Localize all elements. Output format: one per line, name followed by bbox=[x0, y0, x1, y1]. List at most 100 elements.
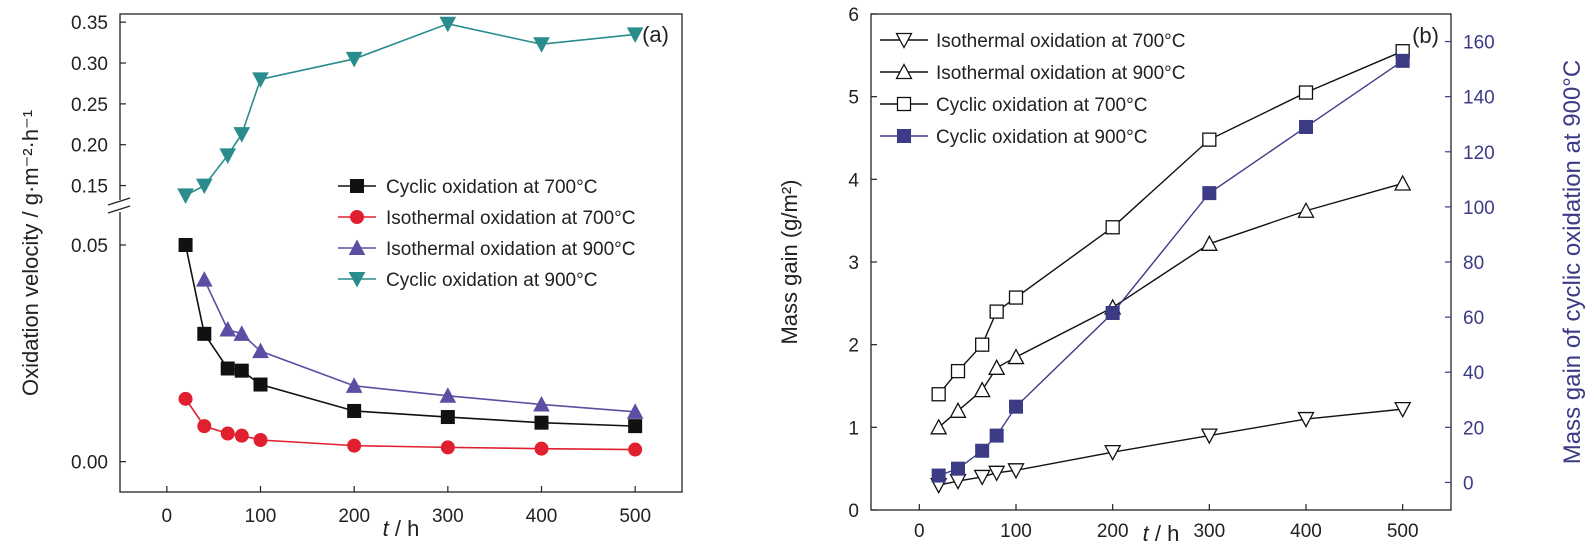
panel-a: 0 100 200 300 400 500 0.15 0.20 0.25 0.30 0.35 0.00… bbox=[18, 13, 683, 541]
data-point bbox=[440, 410, 455, 425]
data-point bbox=[177, 188, 194, 204]
series-line bbox=[938, 408, 1403, 486]
series-2 bbox=[931, 44, 1410, 402]
axis-break-mark bbox=[107, 205, 131, 214]
data-point bbox=[950, 363, 966, 379]
y-tick-label: 6 bbox=[848, 5, 859, 26]
data-point bbox=[197, 419, 212, 434]
y-tick-label: 0.05 bbox=[71, 236, 108, 257]
data-point bbox=[1200, 428, 1218, 445]
data-point bbox=[1007, 348, 1025, 365]
series-line bbox=[938, 182, 1403, 428]
data-point bbox=[988, 358, 1006, 375]
data-point bbox=[234, 428, 249, 443]
y-tick-label: 5 bbox=[848, 88, 859, 109]
series-line bbox=[938, 60, 1404, 477]
x-tick-label: 500 bbox=[1387, 521, 1419, 542]
data-point bbox=[533, 37, 550, 53]
data-point bbox=[347, 403, 362, 418]
data-point bbox=[534, 415, 549, 430]
data-point bbox=[178, 391, 193, 406]
y-tick-label: 3 bbox=[848, 253, 859, 274]
data-point bbox=[1298, 85, 1314, 100]
data-point bbox=[195, 178, 213, 195]
series-line bbox=[203, 279, 636, 413]
legend-marker bbox=[350, 210, 364, 224]
data-point bbox=[989, 428, 1004, 443]
x-tick-label: 200 bbox=[1097, 521, 1129, 542]
legend-label: Cyclic oxidation at 700°C bbox=[386, 177, 597, 198]
data-point bbox=[533, 395, 550, 412]
legend-label: Isothermal oxidation at 900°C bbox=[386, 239, 635, 260]
series-1 bbox=[178, 391, 643, 457]
data-point bbox=[1394, 401, 1412, 419]
legend-marker bbox=[897, 129, 911, 143]
legend-label: Cyclic oxidation at 900°C bbox=[936, 127, 1147, 148]
x-tick-label: 400 bbox=[1290, 521, 1322, 542]
y-tick-label: 0.35 bbox=[71, 13, 108, 34]
data-point bbox=[1105, 220, 1120, 235]
y-tick-label: 4 bbox=[848, 170, 859, 191]
plot-frame-a bbox=[119, 13, 683, 493]
axis-break-mark bbox=[107, 197, 131, 206]
data-point bbox=[951, 461, 965, 476]
data-point bbox=[1200, 234, 1218, 251]
y-tick-label: 2 bbox=[848, 336, 859, 357]
y2-tick-label: 140 bbox=[1463, 88, 1495, 109]
y-tick-label: 0.15 bbox=[71, 177, 108, 198]
data-point bbox=[440, 440, 455, 455]
data-point bbox=[930, 418, 948, 435]
series-2 bbox=[195, 271, 644, 419]
data-point bbox=[1009, 399, 1023, 414]
data-point bbox=[1297, 201, 1315, 218]
legend-a: Cyclic oxidation at 700°C Isothermal oxid… bbox=[338, 177, 635, 291]
data-point bbox=[219, 320, 237, 337]
legend-marker bbox=[895, 63, 913, 80]
data-point bbox=[219, 148, 237, 164]
data-point bbox=[1297, 411, 1315, 428]
y2-tick-label: 160 bbox=[1463, 33, 1495, 54]
data-point bbox=[197, 326, 212, 341]
y-axis-label: Oxidation velocity / g·m⁻²·h⁻¹ bbox=[18, 110, 43, 396]
x-axis-label: t / h bbox=[1143, 521, 1180, 546]
data-point bbox=[975, 337, 990, 352]
x-tick-label: 400 bbox=[526, 506, 558, 527]
panel-b: 0 100 200 300 400 500012345602040608010012014… bbox=[777, 5, 1586, 546]
y2-tick-label: 60 bbox=[1463, 308, 1484, 329]
y2-axis-label: Mass gain of cyclic oxidation at 900°C bbox=[1559, 60, 1586, 464]
data-point bbox=[439, 16, 457, 33]
data-point bbox=[1105, 305, 1120, 320]
data-point bbox=[931, 387, 946, 402]
series-0 bbox=[178, 238, 643, 434]
data-point bbox=[1202, 132, 1217, 147]
data-point bbox=[1007, 463, 1025, 480]
data-point bbox=[534, 441, 549, 456]
data-point bbox=[628, 442, 643, 457]
x-tick-label: 300 bbox=[432, 506, 464, 527]
data-point bbox=[345, 377, 363, 393]
plot-frame-b bbox=[870, 13, 1452, 511]
data-point bbox=[345, 51, 363, 68]
y-tick-label: 0.00 bbox=[71, 453, 108, 474]
y-tick-label: 0.30 bbox=[71, 54, 108, 75]
y-tick-label: 0 bbox=[848, 501, 859, 522]
legend-marker bbox=[896, 96, 912, 112]
data-point bbox=[988, 465, 1006, 482]
y2-tick-label: 40 bbox=[1463, 363, 1484, 384]
x-tick-label: 300 bbox=[1193, 521, 1225, 542]
legend-label: Cyclic oxidation at 900°C bbox=[386, 270, 597, 291]
data-point bbox=[626, 27, 644, 43]
y2-tick-label: 100 bbox=[1463, 198, 1495, 219]
data-point bbox=[253, 377, 268, 392]
data-point bbox=[949, 401, 967, 418]
data-point bbox=[220, 426, 235, 441]
x-tick-label: 0 bbox=[914, 521, 925, 542]
data-point bbox=[233, 127, 251, 143]
legend-marker bbox=[350, 179, 364, 193]
data-point bbox=[973, 381, 991, 398]
data-point bbox=[1202, 186, 1217, 201]
series-0 bbox=[930, 401, 1412, 495]
x-axis-label: t / h bbox=[383, 516, 420, 541]
panel-label-b: (b) bbox=[1412, 23, 1439, 48]
data-point bbox=[931, 468, 946, 483]
